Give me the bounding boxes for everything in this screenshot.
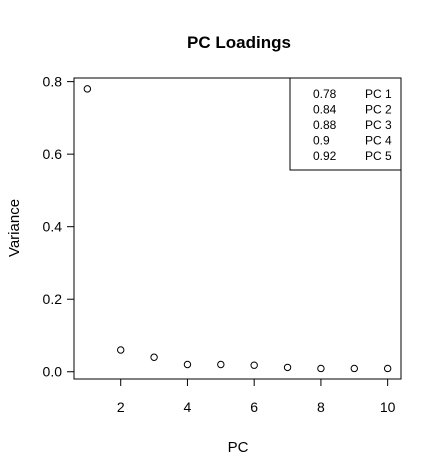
legend-value: 0.88 xyxy=(313,118,337,132)
x-tick-label: 6 xyxy=(250,399,258,415)
y-tick-label: 0.8 xyxy=(43,74,63,90)
data-point xyxy=(383,364,392,373)
legend-label: PC 2 xyxy=(365,103,392,117)
legend-label: PC 1 xyxy=(365,87,392,101)
x-axis-label: PC xyxy=(228,439,249,456)
legend-value: 0.78 xyxy=(313,87,337,101)
legend-value: 0.9 xyxy=(313,134,330,148)
x-tick-label: 2 xyxy=(117,399,125,415)
y-tick-label: 0.0 xyxy=(43,364,63,380)
data-point xyxy=(283,363,292,372)
data-point xyxy=(317,364,325,373)
data-points xyxy=(83,85,392,373)
plot-frame xyxy=(73,77,402,380)
legend-box xyxy=(289,77,402,171)
y-axis: 0.0 0.2 0.4 0.6 0.8 xyxy=(43,74,74,380)
data-point xyxy=(117,346,125,354)
x-tick-label: 4 xyxy=(184,399,192,415)
chart-title: PC Loadings xyxy=(187,33,291,52)
legend-label: PC 3 xyxy=(365,118,392,132)
y-tick-label: 0.4 xyxy=(43,219,63,235)
y-tick-label: 0.2 xyxy=(43,291,63,307)
data-point xyxy=(350,364,358,373)
legend-label: PC 4 xyxy=(365,134,392,148)
x-tick-label: 10 xyxy=(380,399,396,415)
x-tick-label: 8 xyxy=(317,399,325,415)
x-axis: 2 4 6 8 10 xyxy=(117,379,396,415)
legend-value: 0.84 xyxy=(313,103,337,117)
y-tick-label: 0.6 xyxy=(43,146,63,162)
data-point xyxy=(250,361,258,369)
data-point xyxy=(150,353,158,361)
legend: 0.78 PC 1 0.84 PC 2 0.88 PC 3 0.9 PC 4 0.92 PC 5 xyxy=(289,77,402,171)
data-point xyxy=(83,85,92,93)
data-point xyxy=(183,360,192,369)
legend-label: PC 5 xyxy=(365,149,392,163)
y-axis-label: Variance xyxy=(6,199,23,257)
data-point xyxy=(217,360,225,369)
legend-value: 0.92 xyxy=(313,149,337,163)
